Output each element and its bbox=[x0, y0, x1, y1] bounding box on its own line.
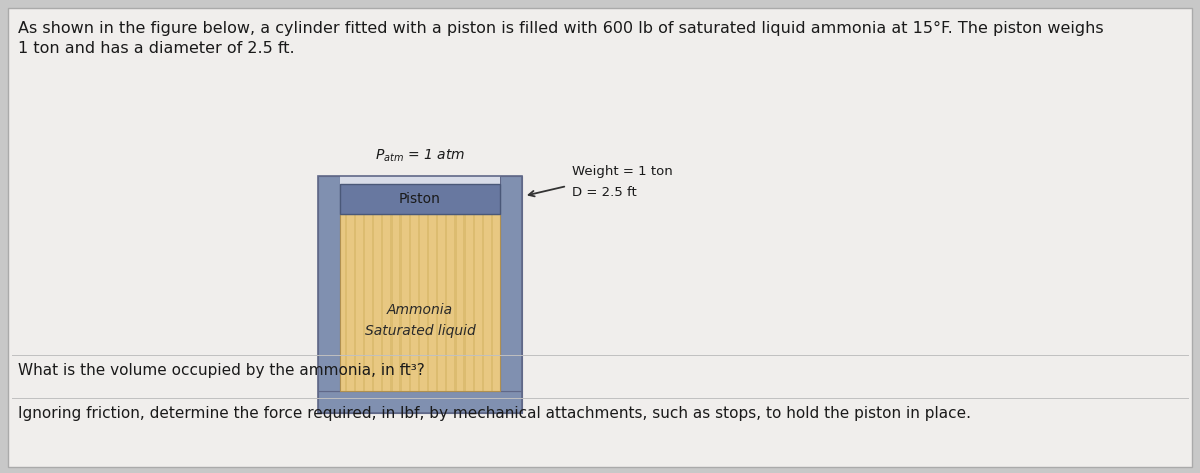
Bar bbox=[481, 214, 484, 391]
Bar bbox=[463, 214, 466, 391]
Bar bbox=[408, 214, 410, 391]
Bar bbox=[344, 214, 347, 391]
Bar bbox=[436, 214, 438, 391]
Bar bbox=[390, 214, 392, 391]
Text: What is the volume occupied by the ammonia, in ft³?: What is the volume occupied by the ammon… bbox=[18, 363, 425, 378]
Bar bbox=[400, 214, 402, 391]
Text: Ignoring friction, determine the force required, in lbf, by mechanical attachmen: Ignoring friction, determine the force r… bbox=[18, 406, 971, 421]
Text: Weight = 1 ton
D = 2.5 ft: Weight = 1 ton D = 2.5 ft bbox=[572, 166, 673, 199]
Bar bbox=[418, 214, 420, 391]
Bar bbox=[354, 214, 356, 391]
Bar bbox=[473, 214, 475, 391]
Text: $P_{atm}$ = 1 atm: $P_{atm}$ = 1 atm bbox=[374, 148, 466, 164]
Bar bbox=[455, 214, 456, 391]
Bar bbox=[372, 214, 374, 391]
Bar bbox=[382, 214, 384, 391]
Bar bbox=[445, 214, 448, 391]
Bar bbox=[340, 214, 500, 391]
Bar bbox=[340, 176, 500, 184]
Bar bbox=[318, 176, 522, 413]
Bar bbox=[318, 176, 340, 391]
Text: 1 ton and has a diameter of 2.5 ft.: 1 ton and has a diameter of 2.5 ft. bbox=[18, 41, 295, 56]
Bar bbox=[362, 214, 365, 391]
Bar bbox=[491, 214, 493, 391]
Text: Ammonia
Saturated liquid: Ammonia Saturated liquid bbox=[365, 303, 475, 338]
FancyBboxPatch shape bbox=[8, 8, 1192, 467]
Bar bbox=[340, 214, 500, 391]
Bar bbox=[340, 184, 500, 214]
Bar bbox=[500, 176, 522, 391]
Text: Piston: Piston bbox=[400, 192, 440, 206]
Text: As shown in the figure below, a cylinder fitted with a piston is filled with 600: As shown in the figure below, a cylinder… bbox=[18, 21, 1104, 36]
Bar bbox=[318, 391, 522, 413]
Bar bbox=[427, 214, 430, 391]
